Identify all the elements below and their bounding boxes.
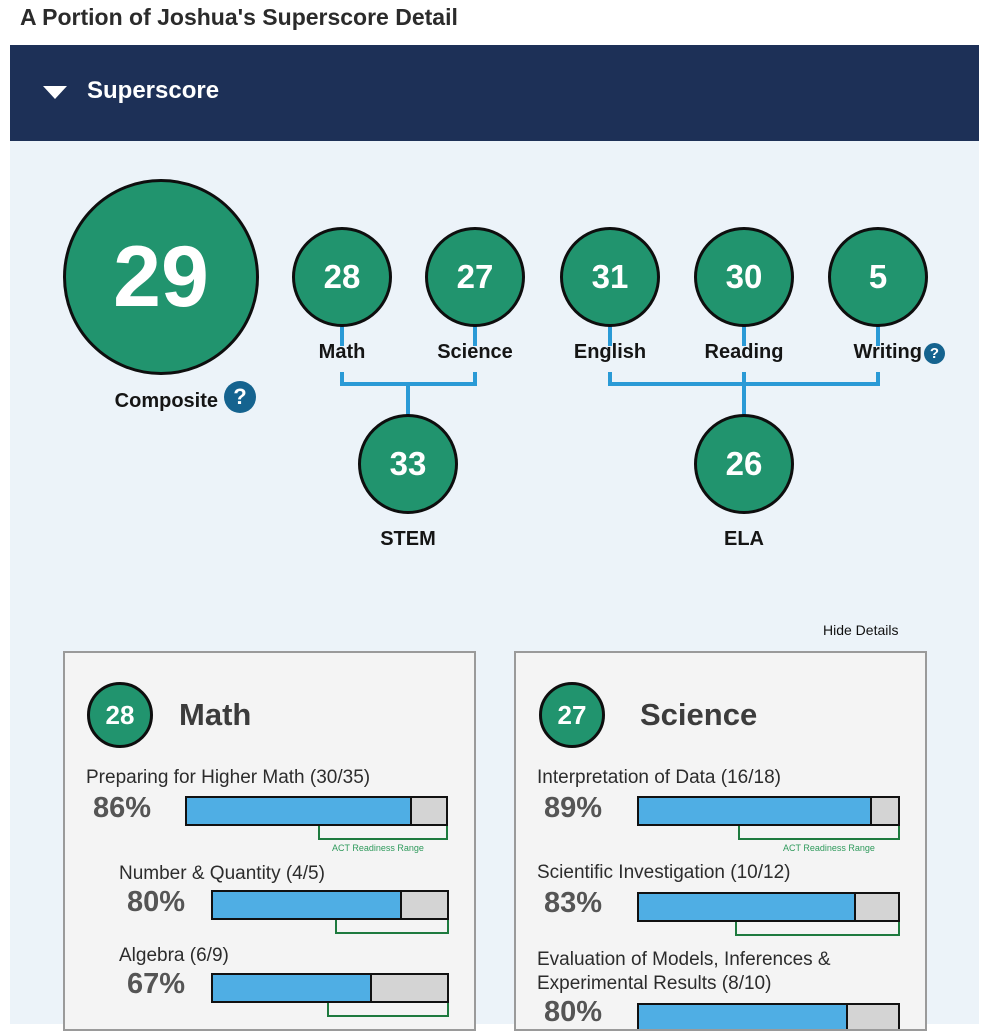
reading-score: 30	[725, 258, 763, 295]
stem-score-circle: 33	[358, 414, 458, 514]
connector-math	[340, 324, 344, 346]
math-score: 28	[323, 258, 361, 295]
science-score: 27	[456, 258, 494, 295]
connector-writing-ela	[876, 372, 880, 386]
category-label: Interpretation of Data (16/18)	[537, 767, 781, 788]
category-percent: 89%	[544, 792, 603, 824]
math-card-score: 28	[105, 699, 135, 730]
reading-score-circle: 30	[694, 227, 794, 327]
category-progress-fill	[187, 798, 412, 824]
readiness-range-label: ACT Readiness Range	[783, 843, 875, 853]
readiness-range-bracket	[738, 826, 900, 840]
category-label: Algebra (6/9)	[119, 945, 229, 966]
english-score: 31	[591, 258, 629, 295]
science-label: Science	[437, 341, 513, 363]
connector-english	[608, 324, 612, 346]
math-detail-card: 28 Math Preparing for Higher Math (30/35…	[63, 651, 476, 1031]
math-label: Math	[318, 341, 366, 363]
category-progress-bar	[211, 890, 449, 920]
hide-details-link[interactable]: Hide Details	[823, 622, 899, 638]
category-label: Scientific Investigation (10/12)	[537, 862, 791, 883]
composite-score-circle: 29	[63, 179, 259, 375]
caret-down-icon[interactable]	[43, 86, 67, 99]
writing-score: 5	[868, 258, 888, 295]
connector-science	[473, 324, 477, 346]
category-progress-bar	[637, 796, 900, 826]
ela-score: 26	[725, 445, 763, 482]
page-title: A Portion of Joshua's Superscore Detail	[20, 4, 458, 30]
readiness-range-bracket	[335, 920, 449, 934]
stem-label: STEM	[380, 528, 436, 550]
connector-english-ela	[608, 372, 612, 386]
connector-reading-ela	[742, 372, 746, 386]
composite-label: Composite	[114, 390, 218, 412]
ela-label: ELA	[724, 528, 764, 550]
readiness-range-bracket	[327, 1003, 449, 1017]
connector-science-stem	[473, 372, 477, 386]
writing-help-icon[interactable]: ?	[924, 343, 945, 364]
category-label: Evaluation of Models, Inferences &	[537, 949, 831, 970]
stem-score: 33	[389, 445, 427, 482]
writing-score-circle: 5	[828, 227, 928, 327]
category-progress-bar	[211, 973, 449, 1003]
connector-reading	[742, 324, 746, 346]
reading-label: Reading	[704, 341, 784, 363]
science-card-score-circle: 27	[539, 682, 605, 748]
category-progress-fill	[213, 892, 403, 918]
writing-label: Writing	[853, 341, 922, 363]
category-progress-fill	[639, 894, 856, 920]
category-progress-bar	[637, 892, 900, 922]
math-score-circle: 28	[292, 227, 392, 327]
category-percent: 86%	[93, 792, 152, 824]
category-progress-fill	[639, 1005, 849, 1029]
category-percent: 67%	[127, 968, 186, 1000]
ela-score-circle: 26	[694, 414, 794, 514]
category-label: Preparing for Higher Math (30/35)	[86, 767, 371, 788]
science-card-score: 27	[557, 699, 587, 730]
category-label-line2: Experimental Results (8/10)	[537, 973, 772, 994]
category-progress-bar	[185, 796, 448, 826]
category-percent: 83%	[544, 887, 603, 919]
math-card-title: Math	[179, 697, 252, 732]
math-card-score-circle: 28	[87, 682, 153, 748]
science-detail-card: 27 Science Interpretation of Data (16/18…	[514, 651, 927, 1031]
readiness-range-bracket	[735, 922, 900, 936]
connector-writing	[876, 324, 880, 346]
category-progress-bar	[637, 1003, 900, 1029]
connector-ela-vertical	[742, 382, 746, 417]
superscore-header-label[interactable]: Superscore	[87, 77, 220, 104]
category-progress-fill	[213, 975, 372, 1001]
composite-score: 29	[113, 228, 209, 325]
category-label: Number & Quantity (4/5)	[119, 863, 325, 884]
english-label: English	[573, 341, 647, 363]
category-progress-fill	[639, 798, 872, 824]
english-score-circle: 31	[560, 227, 660, 327]
science-score-circle: 27	[425, 227, 525, 327]
science-card-title: Science	[640, 697, 758, 732]
connector-stem-vertical	[406, 382, 410, 417]
readiness-range-bracket	[318, 826, 448, 840]
readiness-range-label: ACT Readiness Range	[332, 843, 424, 853]
connector-math-stem	[340, 372, 344, 386]
composite-help-icon[interactable]: ?	[224, 381, 256, 413]
category-percent: 80%	[127, 886, 186, 918]
category-percent: 80%	[544, 996, 603, 1028]
superscore-header[interactable]: Superscore	[10, 45, 979, 141]
